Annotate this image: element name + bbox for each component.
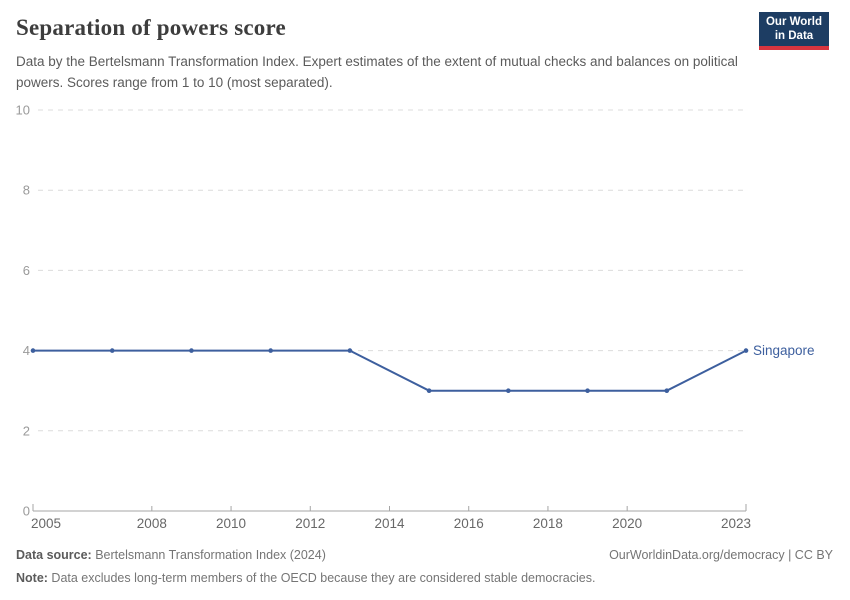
note: Note: Data excludes long-term members of… xyxy=(16,569,833,587)
x-tick-label-2008: 2008 xyxy=(137,516,167,531)
x-tick-label-2020: 2020 xyxy=(612,516,642,531)
data-point-singapore-2009 xyxy=(189,348,194,353)
data-point-singapore-2019 xyxy=(585,388,590,394)
data-source: Data source: Bertelsmann Transformation … xyxy=(16,546,326,564)
y-tick-label-6: 6 xyxy=(23,263,30,278)
series-line-singapore xyxy=(33,349,747,392)
data-point-singapore-2023 xyxy=(743,348,749,353)
x-tick-label-2016: 2016 xyxy=(454,516,484,531)
x-tick-label-2018: 2018 xyxy=(533,516,563,531)
page-title: Separation of powers score xyxy=(16,15,286,40)
owid-logo-line2: in Data xyxy=(774,30,814,42)
data-point-singapore-2005 xyxy=(30,348,36,353)
note-value: Data excludes long-term members of the O… xyxy=(47,571,596,586)
data-point-singapore-2015 xyxy=(426,388,432,394)
x-tick-label-2023: 2023 xyxy=(721,516,751,531)
rights-link[interactable]: OurWorldinData.org/democracy | CC BY xyxy=(609,548,833,562)
data-point-singapore-2021 xyxy=(664,388,670,394)
x-tick-label-2014: 2014 xyxy=(374,516,405,531)
data-point-singapore-2013 xyxy=(347,348,353,353)
x-tick-label-2010: 2010 xyxy=(216,516,246,531)
chart-header: Separation of powers score Data by the B… xyxy=(16,12,834,94)
owid-logo-line1: Our World xyxy=(765,15,822,28)
data-point-singapore-2007 xyxy=(109,348,115,353)
y-tick-label-4: 4 xyxy=(23,343,30,358)
data-source-label: Data source: xyxy=(16,548,92,562)
x-tick-label-2012: 2012 xyxy=(295,516,325,531)
chart-footer: Data source: Bertelsmann Transformation … xyxy=(16,546,833,587)
data-point-singapore-2017 xyxy=(506,388,511,394)
data-point-singapore-2011 xyxy=(268,348,273,353)
y-tick-label-10: 10 xyxy=(16,103,30,118)
series-label-singapore[interactable]: Singapore xyxy=(753,343,815,358)
data-source-value: Bertelsmann Transformation Index (2024) xyxy=(91,548,326,562)
x-tick-label-2005: 2005 xyxy=(31,516,61,531)
chart-subtitle: Data by the Bertelsmann Transformation I… xyxy=(16,53,738,91)
owid-logo[interactable]: Our World in Data xyxy=(759,12,829,50)
line-chart: 0 2 4 6 8 10 2005 2008 2010 2012 2014 2016 2018 2020 2… xyxy=(16,103,815,532)
y-tick-label-8: 8 xyxy=(23,183,30,198)
y-tick-label-0: 0 xyxy=(23,504,30,519)
note-label: Note: xyxy=(16,571,48,586)
owid-logo-stripe xyxy=(759,46,829,50)
y-tick-label-2: 2 xyxy=(23,423,30,438)
